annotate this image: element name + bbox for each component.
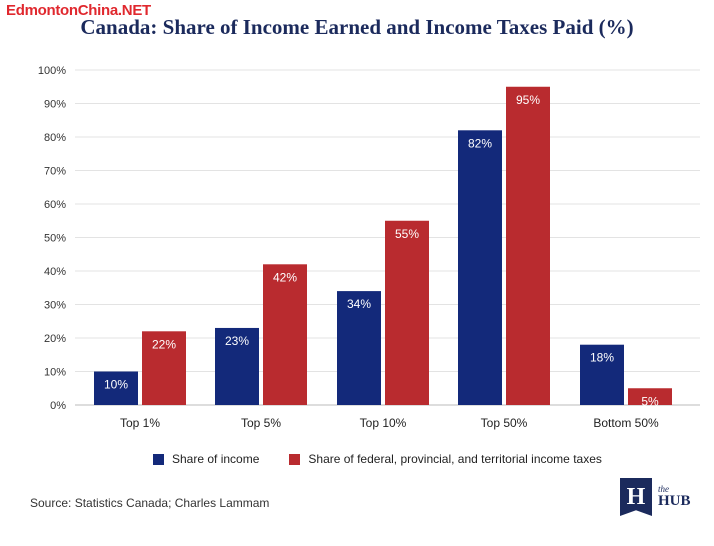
data-label: 55% (395, 227, 419, 241)
data-label: 5% (641, 394, 659, 408)
chart-title: Canada: Share of Income Earned and Incom… (80, 15, 634, 39)
bar (628, 388, 672, 405)
y-tick-label: 80% (44, 132, 66, 144)
y-tick-label: 30% (44, 300, 66, 312)
y-tick-label: 100% (38, 65, 66, 77)
y-tick-label: 0% (50, 400, 66, 412)
x-tick-label: Top 50% (481, 416, 528, 430)
data-label: 18% (590, 351, 614, 365)
legend-swatch-income (153, 453, 164, 465)
data-label: 95% (516, 93, 540, 107)
data-label: 42% (273, 270, 297, 284)
bar (580, 344, 624, 405)
bar (215, 327, 259, 405)
y-tick-label: 60% (44, 199, 66, 211)
bar (142, 331, 186, 405)
legend-label-taxes: Share of federal, provincial, and territ… (308, 452, 602, 466)
bar (337, 291, 381, 405)
legend-swatch-taxes (289, 453, 301, 465)
y-tick-label: 20% (44, 333, 66, 345)
hub-logo-text: the HUB (658, 485, 691, 509)
hub-logo-the: the (658, 484, 669, 494)
data-label: 10% (104, 378, 128, 392)
y-tick-label: 10% (44, 367, 66, 379)
legend-item-income: Share of income (153, 452, 259, 466)
legend: Share of income Share of federal, provin… (153, 452, 632, 466)
the-hub-logo: H the HUB (620, 478, 691, 516)
x-tick-label: Top 1% (120, 416, 160, 430)
y-tick-label: 50% (44, 233, 66, 245)
bar (458, 130, 502, 406)
data-label: 22% (152, 337, 176, 351)
hub-logo-mark: H (620, 478, 652, 516)
data-label: 34% (347, 297, 371, 311)
x-tick-label: Top 10% (360, 416, 407, 430)
data-label: 82% (468, 136, 492, 150)
hub-logo-hub: HUB (658, 493, 691, 509)
y-tick-label: 70% (44, 166, 66, 178)
source-note: Source: Statistics Canada; Charles Lamma… (30, 496, 270, 510)
data-label: 23% (225, 334, 249, 348)
x-tick-label: Top 5% (241, 416, 281, 430)
x-tick-label: Bottom 50% (593, 416, 659, 430)
bar (506, 86, 550, 405)
bar (94, 371, 138, 405)
bar (385, 220, 429, 405)
y-tick-label: 40% (44, 266, 66, 278)
watermark: EdmontonChina.NET (6, 2, 151, 19)
bar (263, 264, 307, 405)
legend-label-income: Share of income (172, 452, 260, 466)
legend-item-taxes: Share of federal, provincial, and territ… (289, 452, 602, 466)
y-tick-label: 90% (44, 99, 66, 111)
